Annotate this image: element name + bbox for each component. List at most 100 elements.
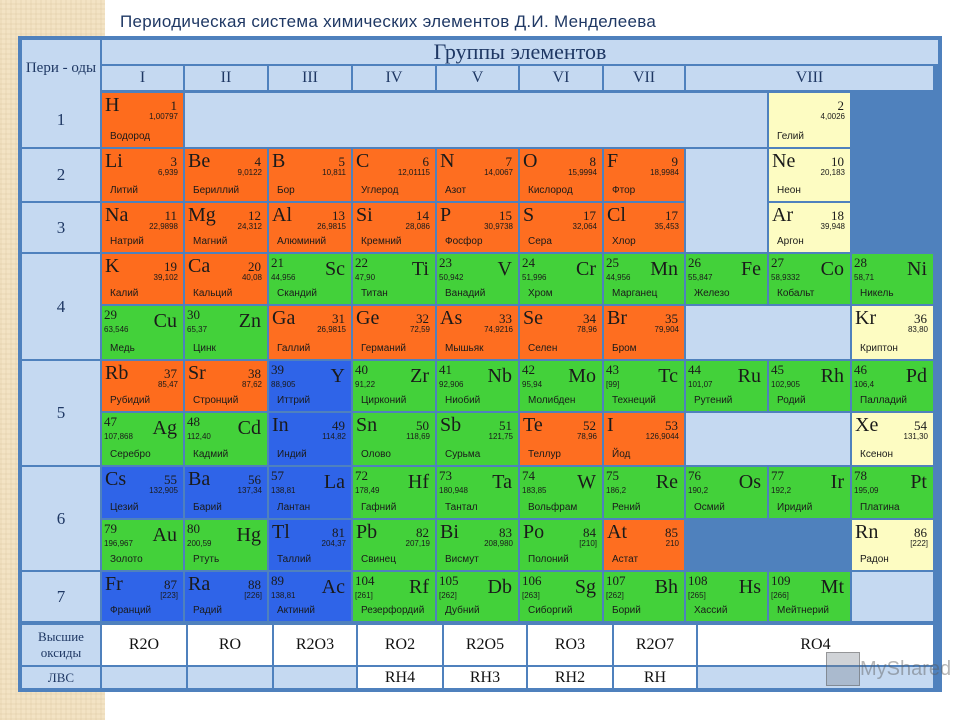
group-label-8: VIII xyxy=(686,66,933,90)
element-name: Натрий xyxy=(110,236,144,247)
atomic-mass: [223] xyxy=(160,591,178,600)
atomic-mass: 47,90 xyxy=(355,273,376,282)
atomic-mass: 32,064 xyxy=(572,222,597,231)
atomic-mass: 196,967 xyxy=(104,539,133,548)
atomic-number: 89 xyxy=(271,573,284,588)
atomic-number: 18 xyxy=(831,208,844,223)
atomic-mass: 74,9216 xyxy=(484,325,513,334)
element-p: P 15 30,9738 Фосфор xyxy=(437,203,518,252)
element-f: F 9 18,9984 Фтор xyxy=(604,149,684,201)
atomic-number: 83 xyxy=(499,525,512,540)
element-symbol: Hg xyxy=(236,524,261,546)
element-symbol: Xe xyxy=(855,414,879,436)
atomic-number: 76 xyxy=(688,468,701,483)
element-name: Рубидий xyxy=(110,395,151,406)
atomic-number: 86 xyxy=(914,525,927,540)
element-name: Кремний xyxy=(361,236,402,247)
atomic-mass: 178,49 xyxy=(355,486,380,495)
atomic-number: 106 xyxy=(522,573,542,588)
atomic-number: 29 xyxy=(104,307,117,322)
element-symbol: Mo xyxy=(568,365,596,387)
element-name: Золото xyxy=(110,554,143,565)
element-name: Сиборгий xyxy=(528,605,573,616)
element-name: Борий xyxy=(612,605,641,616)
atomic-mass: 112,40 xyxy=(187,432,211,441)
element-ru: Ru 44 101,07 Рутений xyxy=(686,361,767,411)
atomic-number: 27 xyxy=(771,255,784,270)
element-symbol: Cr xyxy=(576,258,596,280)
atomic-mass: 39,948 xyxy=(820,222,845,231)
element-name: Неон xyxy=(777,185,801,196)
atomic-number: 21 xyxy=(271,255,284,270)
element-name: Водород xyxy=(110,131,151,142)
element-name: Селен xyxy=(528,343,558,354)
element-symbol: Ga xyxy=(272,307,296,329)
group-label-3: III xyxy=(269,66,351,90)
element-symbol: Sb xyxy=(440,414,462,436)
atomic-number: 51 xyxy=(499,418,512,433)
element-symbol: B xyxy=(272,150,286,172)
atomic-number: 46 xyxy=(854,362,867,377)
element-tc: Tc 43 [99] Технеций xyxy=(604,361,684,411)
element-pt: Pt 78 195,09 Платина xyxy=(852,467,933,518)
atomic-number: 32 xyxy=(416,311,429,326)
element-name: Иттрий xyxy=(277,395,311,406)
atomic-number: 107 xyxy=(606,573,626,588)
element-mn: Mn 25 44,956 Марганец xyxy=(604,254,684,304)
element-name: Стронций xyxy=(193,395,239,406)
element-w: W 74 183,85 Вольфрам xyxy=(520,467,602,518)
period-label-4: 4 xyxy=(22,254,100,359)
element-symbol: As xyxy=(440,307,463,329)
atomic-number: 17 xyxy=(583,208,596,223)
oxide-formula-6: RO3 xyxy=(528,625,612,665)
atomic-number: 55 xyxy=(164,472,177,487)
element-name: Ниобий xyxy=(445,395,481,406)
element-pb: Pb 82 207,19 Свинец xyxy=(353,520,435,570)
atomic-mass: 22,9898 xyxy=(149,222,178,231)
element-symbol: S xyxy=(523,204,535,226)
atomic-mass: 106,4 xyxy=(854,380,875,389)
element-name: Фтор xyxy=(612,185,636,196)
element-name: Азот xyxy=(445,185,467,196)
atomic-number: 37 xyxy=(164,366,177,381)
element-name: Астат xyxy=(612,554,639,565)
atomic-number: 72 xyxy=(355,468,368,483)
element-name: Теллур xyxy=(528,449,561,460)
oxide-formula-7: R2O7 xyxy=(614,625,696,665)
element-re: Re 75 186,2 Рений xyxy=(604,467,684,518)
element-symbol: At xyxy=(607,521,627,543)
element-symbol: Co xyxy=(820,258,844,280)
atomic-mass: 137,34 xyxy=(237,486,262,495)
element-symbol: Te xyxy=(523,414,543,436)
element-symbol: F xyxy=(607,150,619,172)
atomic-mass: 208,980 xyxy=(484,539,513,548)
atomic-number: 12 xyxy=(248,208,261,223)
element-symbol: Mt xyxy=(820,576,844,598)
element-cr: Cr 24 51,996 Хром xyxy=(520,254,602,304)
element-name: Кадмий xyxy=(193,449,229,460)
atomic-number: 6 xyxy=(422,154,430,169)
element-as: As 33 74,9216 Мышьяк xyxy=(437,306,518,359)
element-name: Аргон xyxy=(777,236,804,247)
element-ge: Ge 32 72,59 Германий xyxy=(353,306,435,359)
atomic-number: 42 xyxy=(522,362,535,377)
atomic-mass: 20,183 xyxy=(820,168,845,177)
atomic-mass: 1,00797 xyxy=(149,112,178,121)
atomic-mass: [262] xyxy=(439,591,457,600)
element-symbol: Au xyxy=(152,524,177,546)
element-rf: Rf 104 [261] Резерфордий xyxy=(353,572,435,621)
volatile-hydrides-label: ЛВС xyxy=(22,667,100,688)
element-symbol: O xyxy=(523,150,538,172)
atomic-mass: 131,30 xyxy=(903,432,928,441)
element-symbol: Sr xyxy=(188,362,206,384)
element-name: Полоний xyxy=(528,554,569,565)
element-ar: Ar 18 39,948 Аргон xyxy=(769,203,850,252)
atomic-mass: 92,906 xyxy=(439,380,464,389)
element-symbol: Sg xyxy=(574,576,596,598)
element-name: Углерод xyxy=(361,185,399,196)
element-name: Йод xyxy=(612,449,631,460)
element-symbol: Li xyxy=(105,150,123,172)
element-symbol: Ac xyxy=(321,576,345,598)
element-symbol: Sn xyxy=(356,414,378,436)
atomic-number: 23 xyxy=(439,255,452,270)
